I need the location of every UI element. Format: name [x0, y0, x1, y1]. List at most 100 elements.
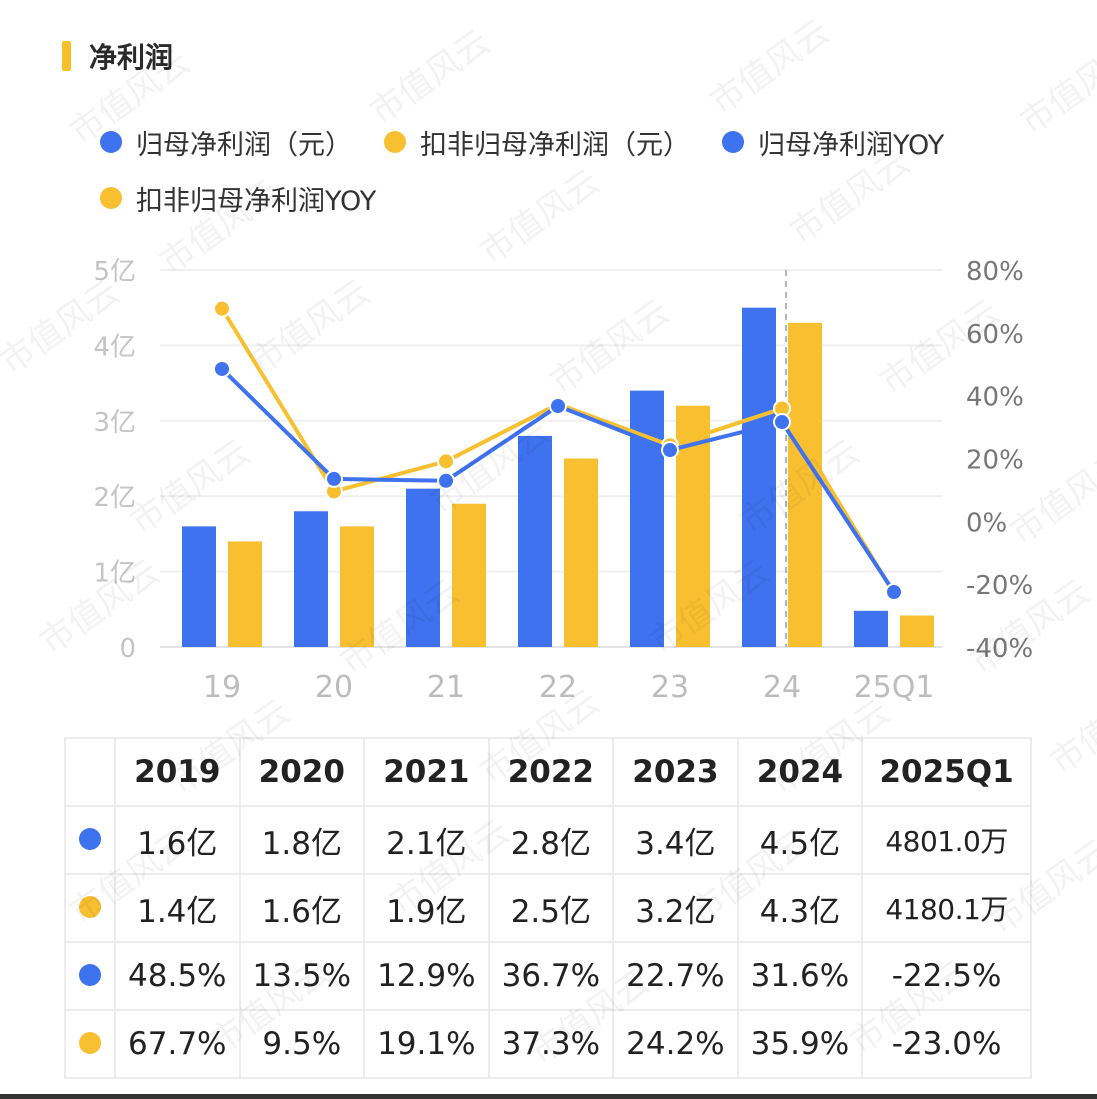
- y-right-tick-label: 60%: [966, 320, 1024, 350]
- table-header-cell: 2021: [363, 737, 490, 807]
- table-row-deducted-profit: 1.4亿 1.6亿 1.9亿 2.5亿 3.2亿 4.3亿 4180.1万: [64, 873, 1032, 943]
- table-cell: 37.3%: [487, 1009, 615, 1079]
- y-left-tick-label: 0: [119, 634, 136, 664]
- table-cell: 2.1亿: [363, 805, 490, 875]
- y-left-tick-label: 3亿: [93, 408, 136, 438]
- bar-parent-profit: [854, 610, 888, 647]
- watermark-text: 市值风云: [702, 11, 838, 123]
- table-header-cell: 2019: [114, 737, 241, 807]
- table-cell: 1.6亿: [114, 805, 241, 875]
- y-left-tick-label: 1亿: [93, 559, 136, 589]
- yoy-point: [213, 299, 231, 318]
- bar-deducted-profit: [228, 541, 262, 647]
- x-tick-label: 25Q1: [854, 670, 935, 705]
- y-left-tick-label: 4亿: [93, 332, 136, 362]
- legend-item-parent-yoy[interactable]: 归母净利润YOY: [722, 123, 944, 162]
- table-cell: -23.0%: [861, 1009, 1032, 1079]
- row-marker: [64, 873, 116, 943]
- accent-bar: [62, 41, 71, 71]
- legend-dot-yellow: [100, 187, 122, 209]
- row-marker: [64, 1009, 116, 1079]
- row-dot-blue: [79, 828, 101, 850]
- y-right-tick-label: 80%: [966, 257, 1024, 287]
- bar-parent-profit: [630, 390, 664, 647]
- table-cell: -22.5%: [861, 941, 1032, 1011]
- table-cell: 1.4亿: [114, 873, 241, 943]
- row-marker: [64, 805, 116, 875]
- table-header-row: 2019 2020 2021 2022 2023 2024 2025Q1: [64, 737, 1032, 807]
- y-right-tick-label: 40%: [966, 383, 1024, 413]
- table-cell: 48.5%: [114, 941, 241, 1011]
- table-cell: 1.9亿: [363, 873, 490, 943]
- yoy-point: [437, 471, 455, 490]
- legend-item-deducted-profit[interactable]: 扣非归母净利润（元）: [384, 123, 690, 162]
- table-cell: 36.7%: [487, 941, 615, 1011]
- x-tick-label: 23: [651, 670, 689, 705]
- table-cell: 9.5%: [238, 1009, 366, 1079]
- y-right-tick-label: -20%: [966, 571, 1033, 601]
- section-title: 净利润: [89, 41, 174, 74]
- table-cell: 4180.1万: [861, 873, 1032, 943]
- table-cell: 19.1%: [363, 1009, 490, 1079]
- yoy-point: [325, 469, 343, 488]
- bar-parent-profit: [518, 435, 552, 647]
- table-row-parent-yoy: 48.5% 13.5% 12.9% 36.7% 22.7% 31.6% -22.…: [64, 941, 1032, 1011]
- legend-item-parent-profit[interactable]: 归母净利润（元）: [100, 123, 352, 162]
- legend-label: 归母净利润YOY: [758, 129, 945, 161]
- legend-item-deducted-yoy[interactable]: 扣非归母净利润YOY: [100, 179, 376, 218]
- legend-label: 归母净利润（元）: [136, 129, 352, 161]
- y-right-tick-label: 20%: [966, 446, 1024, 476]
- table-cell: 3.4亿: [612, 805, 739, 875]
- x-tick-label: 21: [427, 670, 465, 705]
- row-marker: [64, 941, 116, 1011]
- table-cell: 35.9%: [736, 1009, 864, 1079]
- bar-deducted-profit: [900, 615, 934, 647]
- yoy-point: [213, 359, 231, 378]
- legend-label: 扣非归母净利润（元）: [420, 129, 690, 161]
- data-table: 2019 2020 2021 2022 2023 2024 2025Q1 1.6…: [64, 737, 1032, 1079]
- row-dot-yellow: [79, 896, 101, 918]
- table-row-deducted-yoy: 67.7% 9.5% 19.1% 37.3% 24.2% 35.9% -23.0…: [64, 1009, 1032, 1079]
- legend-dot-yellow: [384, 131, 406, 153]
- bar-deducted-profit: [788, 322, 822, 647]
- y-left-tick-label: 2亿: [93, 483, 136, 513]
- bar-deducted-profit: [340, 526, 374, 647]
- watermark-text: 市值风云: [362, 21, 498, 133]
- table-header-cell: 2020: [238, 737, 366, 807]
- legend-dot-blue: [100, 131, 122, 153]
- table-row-parent-profit: 1.6亿 1.8亿 2.1亿 2.8亿 3.4亿 4.5亿 4801.0万: [64, 805, 1032, 875]
- legend-dot-blue: [722, 131, 744, 153]
- bar-parent-profit: [182, 526, 216, 647]
- bar-parent-profit: [294, 511, 328, 647]
- table-cell: 12.9%: [363, 941, 490, 1011]
- bar-parent-profit: [406, 488, 440, 647]
- table-cell: 2.5亿: [487, 873, 615, 943]
- table-cell: 67.7%: [114, 1009, 241, 1079]
- x-tick-label: 24: [763, 670, 801, 705]
- table-header-cell: 2024: [736, 737, 864, 807]
- table-cell: 4.5亿: [736, 805, 864, 875]
- yoy-point: [549, 397, 567, 416]
- table-cell: 13.5%: [238, 941, 366, 1011]
- row-dot-blue: [79, 964, 101, 986]
- y-left-tick-label: 5亿: [93, 257, 136, 287]
- table-cell: 2.8亿: [487, 805, 615, 875]
- legend-row-2: 扣非归母净利润YOY: [100, 174, 1060, 222]
- table-cell: 1.8亿: [238, 805, 366, 875]
- table-cell: 22.7%: [612, 941, 739, 1011]
- table-cell: 4801.0万: [861, 805, 1032, 875]
- table-cell: 24.2%: [612, 1009, 739, 1079]
- section-header: 净利润: [62, 38, 173, 74]
- table-cell: 4.3亿: [736, 873, 864, 943]
- table-corner: [64, 737, 116, 807]
- bar-deducted-profit: [452, 503, 486, 647]
- bottom-edge: [0, 1094, 1097, 1099]
- table-header-cell: 2023: [612, 737, 739, 807]
- table-header-cell: 2022: [487, 737, 615, 807]
- net-profit-chart: 0 1亿 2亿 3亿 4亿 5亿 -40% -20% 0% 20% 40% 60% 80% 19 20 21 2…: [93, 257, 1033, 705]
- x-tick-label: 19: [203, 670, 241, 705]
- y-right-tick-label: -40%: [966, 634, 1033, 664]
- table-header-cell: 2025Q1: [861, 737, 1032, 807]
- yoy-point: [773, 413, 791, 432]
- x-tick-label: 20: [315, 670, 353, 705]
